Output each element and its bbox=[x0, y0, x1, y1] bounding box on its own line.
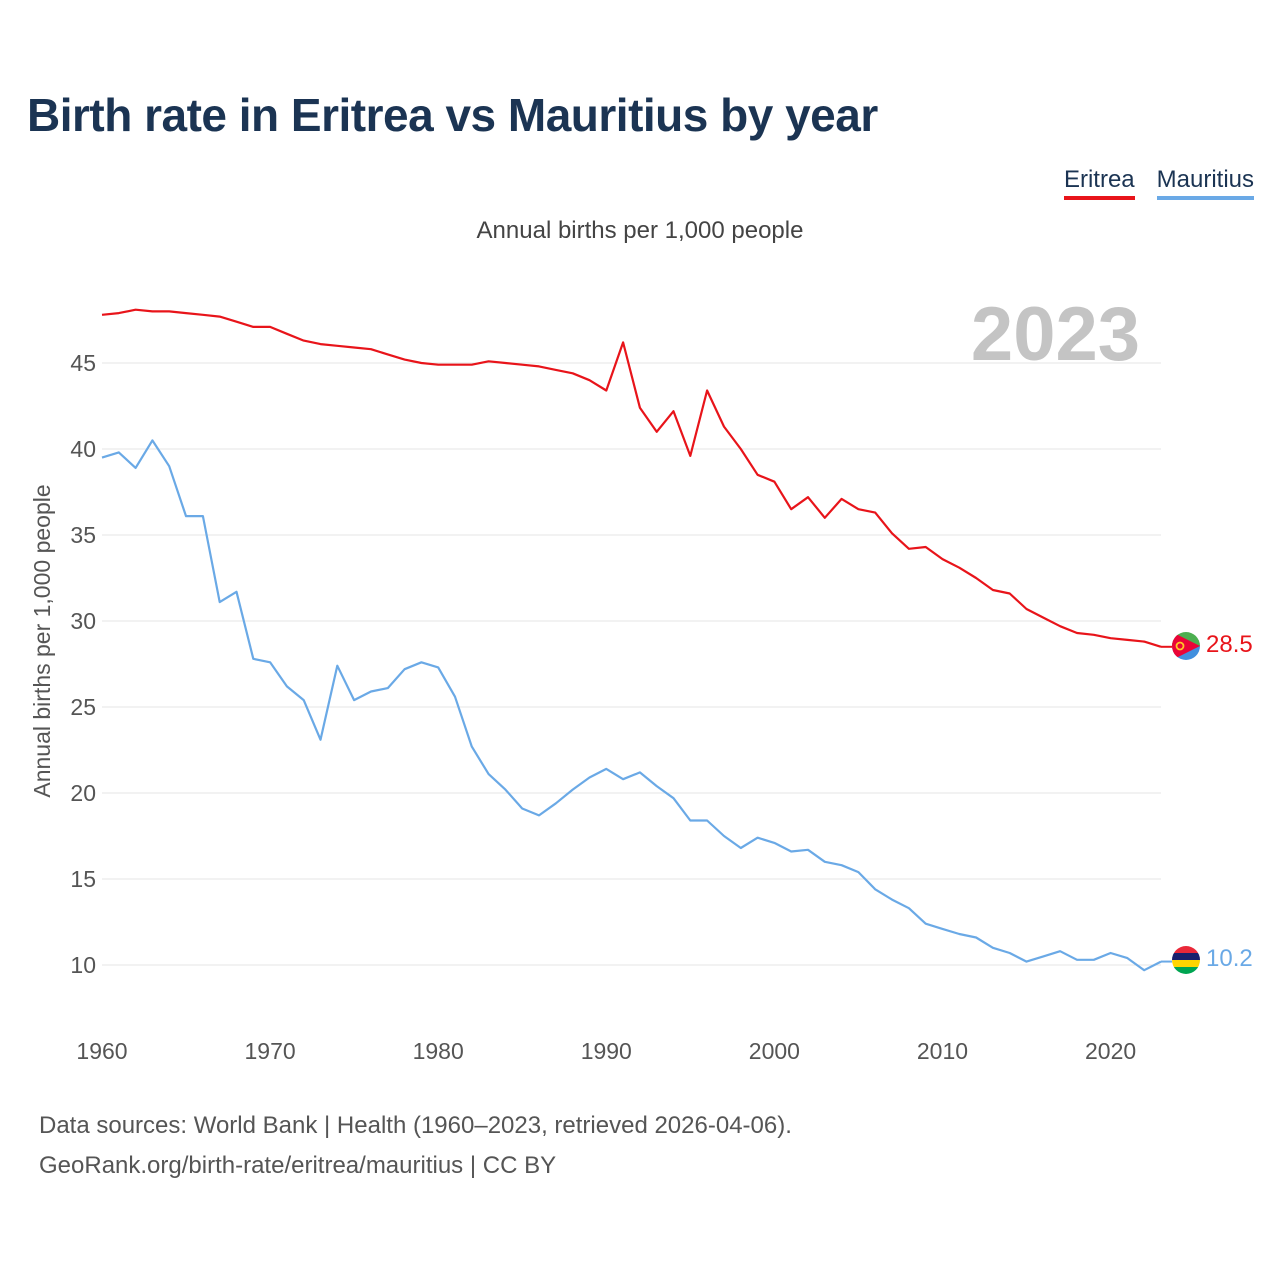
legend-item-mauritius[interactable]: Mauritius bbox=[1156, 166, 1254, 200]
x-tick-label: 1990 bbox=[581, 1038, 632, 1064]
series-line-eritrea[interactable] bbox=[101, 308, 1162, 648]
y-tick-label: 45 bbox=[70, 350, 96, 376]
year-label: 2023 bbox=[971, 292, 1140, 377]
y-tick-label: 15 bbox=[70, 866, 96, 892]
series-end-markers: 28.5 10.2 bbox=[1172, 631, 1253, 974]
y-tick-label: 40 bbox=[70, 436, 96, 462]
legend: Eritrea Mauritius bbox=[1063, 166, 1254, 200]
y-axis-ticks: 10 15 20 25 30 35 40 45 bbox=[70, 350, 96, 978]
y-tick-label: 25 bbox=[70, 694, 96, 720]
chart-title: Birth rate in Eritrea vs Mauritius by ye… bbox=[27, 89, 878, 141]
y-tick-label: 35 bbox=[70, 522, 96, 548]
chart-subtitle: Annual births per 1,000 people bbox=[476, 217, 804, 244]
source-link[interactable]: GeoRank.org/birth-rate/eritrea/mauritius… bbox=[39, 1152, 557, 1179]
x-tick-label: 1980 bbox=[413, 1038, 464, 1064]
legend-item-eritrea[interactable]: Eritrea bbox=[1063, 166, 1135, 200]
series-lines bbox=[101, 308, 1172, 972]
eritrea-flag-icon bbox=[1172, 632, 1200, 660]
series-line-mauritius[interactable] bbox=[101, 439, 1162, 972]
footer: Data sources: World Bank | Health (1960–… bbox=[39, 1106, 792, 1186]
y-tick-label: 10 bbox=[70, 952, 96, 978]
x-tick-label: 2000 bbox=[749, 1038, 800, 1064]
y-tick-label: 30 bbox=[70, 608, 96, 634]
eritrea-end-value: 28.5 bbox=[1206, 631, 1253, 658]
mauritius-flag-icon bbox=[1172, 946, 1200, 974]
y-axis-label: Annual births per 1,000 people bbox=[29, 484, 55, 797]
gridlines bbox=[102, 362, 1161, 966]
x-tick-label: 2010 bbox=[917, 1038, 968, 1064]
x-tick-label: 2020 bbox=[1085, 1038, 1136, 1064]
x-tick-label: 1970 bbox=[245, 1038, 296, 1064]
mauritius-end-value: 10.2 bbox=[1206, 945, 1253, 972]
x-tick-label: 1960 bbox=[76, 1038, 127, 1064]
data-sources: Data sources: World Bank | Health (1960–… bbox=[39, 1112, 792, 1139]
x-axis-ticks: 1960 1970 1980 1990 2000 2010 2020 bbox=[76, 1038, 1136, 1064]
line-chart: 2023 10 15 20 25 30 35 40 45 1960 1970 1980 1990 20… bbox=[29, 292, 1253, 1064]
y-tick-label: 20 bbox=[70, 780, 96, 806]
